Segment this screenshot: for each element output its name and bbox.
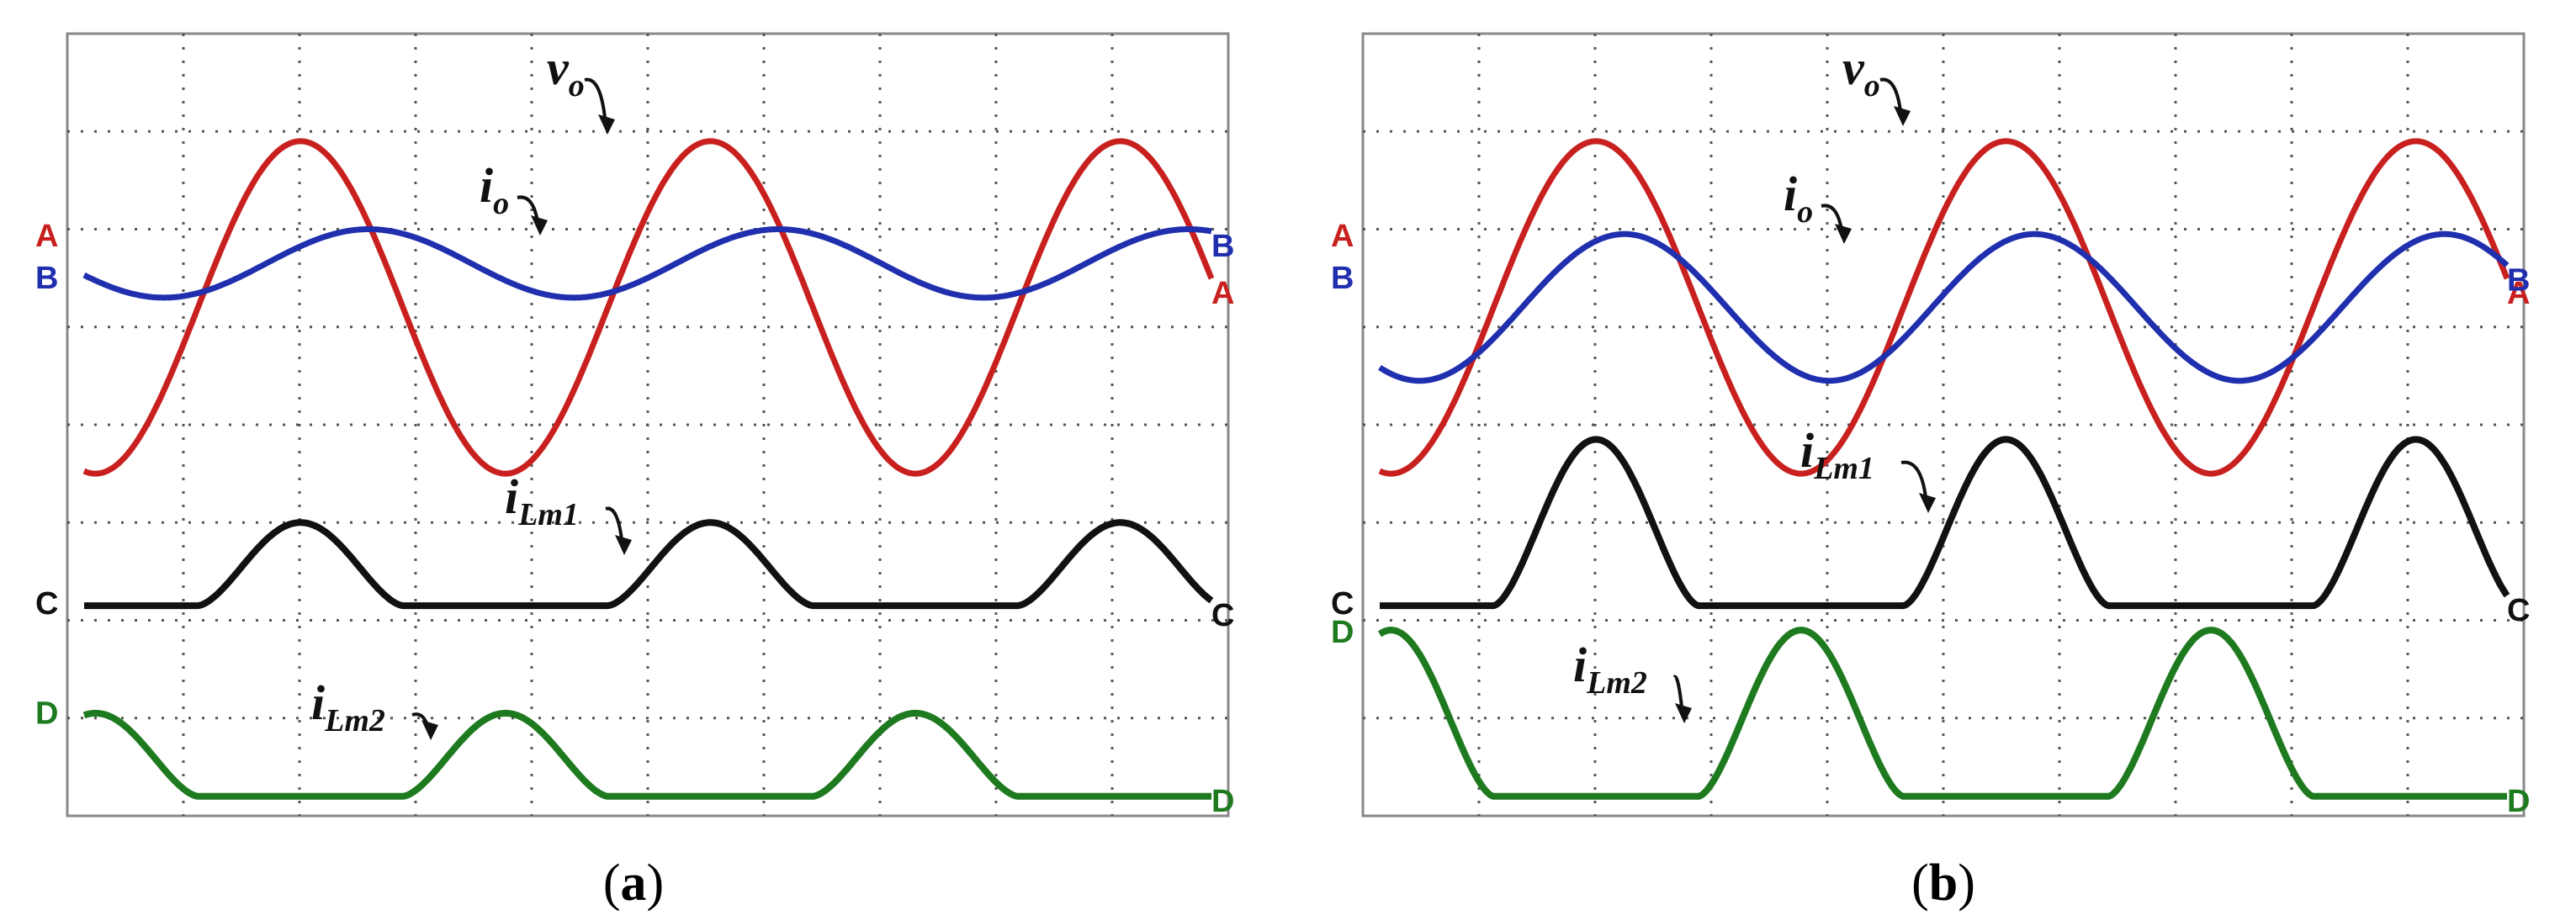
trace-channel-B <box>1378 230 2510 384</box>
label-vo-sub: o <box>1864 68 1880 103</box>
channel-marker-left-C: C <box>1331 586 1354 622</box>
label-iLm2-main: i <box>311 675 325 730</box>
channel-marker-left-C: C <box>35 586 58 622</box>
label-vo: vo <box>547 40 585 103</box>
channel-marker-right-B: B <box>2507 262 2530 298</box>
label-iLm1: iLm1 <box>505 469 579 532</box>
label-iLm2-main: i <box>1573 638 1587 692</box>
label-io-sub: o <box>1797 194 1813 230</box>
channel-marker-left-D: D <box>1331 615 1354 650</box>
arrowhead-iLm1 <box>615 535 632 555</box>
grid <box>67 34 1228 816</box>
trace-channel-C <box>1377 436 2510 610</box>
trace-channel-C <box>82 519 1214 610</box>
channel-marker-right-D: D <box>1211 784 1234 819</box>
caption-b-letter: b <box>1929 855 1958 912</box>
label-vo-main: v <box>1842 40 1865 95</box>
caption-a-letter: a <box>621 855 647 912</box>
label-iLm1-sub: Lm1 <box>517 497 579 532</box>
channel-marker-left-A: A <box>35 219 58 254</box>
channel-marker-left-A: A <box>1331 219 1354 254</box>
label-io-sub: o <box>493 186 509 221</box>
channel-marker-left-B: B <box>35 261 58 296</box>
grid <box>1363 34 2524 816</box>
channel-marker-right-C: C <box>2507 593 2530 628</box>
trace-channel-B <box>82 226 1213 301</box>
label-iLm2-sub: Lm2 <box>324 703 385 738</box>
channel-marker-right-A: A <box>1211 276 1234 311</box>
label-iLm1-sub: Lm1 <box>1813 451 1874 486</box>
label-io: io <box>1784 167 1813 230</box>
label-iLm2: iLm2 <box>311 675 385 738</box>
label-vo: vo <box>1842 40 1880 103</box>
label-vo-sub: o <box>569 68 585 103</box>
channel-marker-right-B: B <box>1211 229 1234 264</box>
caption-b: (b) <box>1911 855 1975 912</box>
arrowhead-iLm2 <box>1675 703 1692 723</box>
caption-a: (a) <box>603 855 664 912</box>
label-vo-main: v <box>547 40 570 95</box>
label-iLm1-main: i <box>505 469 518 524</box>
channel-marker-right-A: A <box>2507 276 2530 311</box>
label-io-main: i <box>480 158 493 213</box>
label-io: io <box>480 158 509 221</box>
trace-channel-A <box>1378 138 2510 477</box>
label-iLm1: iLm1 <box>1800 423 1874 486</box>
channel-marker-right-D: D <box>2507 784 2530 819</box>
arrowhead-iLm1 <box>1919 493 1936 513</box>
arrowhead-io <box>1835 224 1852 244</box>
trace-channel-D <box>1377 627 2510 800</box>
channel-marker-left-D: D <box>35 696 58 731</box>
arrowhead-vo <box>598 114 615 135</box>
label-iLm2: iLm2 <box>1573 638 1647 701</box>
label-iLm1-main: i <box>1800 423 1814 478</box>
arrowhead-iLm2 <box>421 720 438 740</box>
arrowhead-io <box>531 215 548 236</box>
trace-channel-D <box>82 709 1214 800</box>
arrowhead-vo <box>1894 106 1911 126</box>
channel-marker-right-C: C <box>1211 598 1234 633</box>
channel-marker-left-B: B <box>1331 261 1354 296</box>
label-iLm2-sub: Lm2 <box>1586 665 1647 701</box>
label-io-main: i <box>1784 167 1797 221</box>
